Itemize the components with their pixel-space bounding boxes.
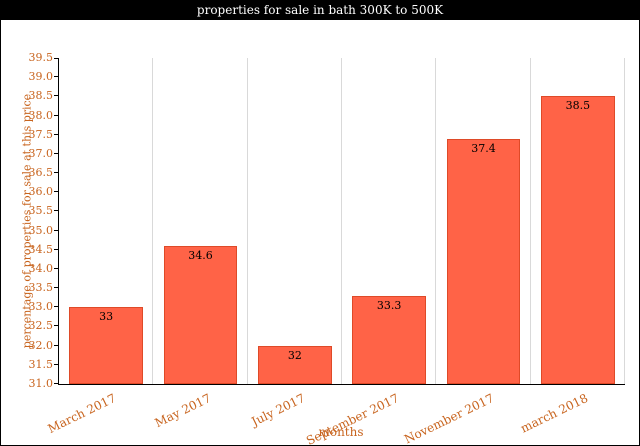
y-tick-mark: [54, 363, 59, 365]
y-tick-mark: [54, 191, 59, 193]
x-axis-label: months: [318, 425, 364, 439]
y-tick-label: 37.5: [28, 127, 54, 141]
y-tick-label: 39.0: [28, 70, 54, 84]
y-tick-mark: [54, 306, 59, 308]
y-tick-mark: [54, 58, 59, 59]
y-tick-label: 34.5: [28, 242, 54, 256]
gridline-vertical: [624, 58, 625, 384]
y-tick-mark: [54, 76, 59, 78]
y-tick-mark: [54, 383, 59, 384]
y-tick-mark: [54, 267, 59, 269]
y-tick-mark: [54, 114, 59, 116]
y-tick-mark: [54, 133, 59, 135]
bar-value-label: 37.4: [471, 141, 496, 155]
gridline-vertical: [435, 58, 437, 384]
bar: [163, 245, 238, 384]
y-tick-label: 38.5: [28, 89, 54, 103]
bar: [258, 345, 332, 384]
y-tick-mark: [54, 95, 59, 97]
y-tick-mark: [54, 229, 59, 231]
chart-title: properties for sale in bath 300K to 500K: [1, 1, 639, 20]
y-tick-mark: [54, 248, 59, 250]
y-tick-label: 38.0: [28, 108, 54, 122]
bar: [69, 307, 143, 384]
y-tick-label: 32.5: [28, 319, 54, 333]
y-tick-label: 32.0: [28, 338, 54, 352]
bar: [541, 96, 615, 384]
y-tick-label: 35.0: [28, 223, 54, 237]
gridline-vertical: [152, 58, 154, 384]
y-tick-mark: [54, 325, 59, 327]
gridline-vertical: [341, 58, 342, 384]
gridline-vertical: [529, 58, 531, 384]
y-tick-label: 33.5: [28, 281, 54, 295]
bar-value-label: 33.3: [376, 298, 402, 312]
y-tick-label: 36.0: [28, 185, 54, 199]
y-tick-label: 37.0: [28, 146, 54, 160]
y-tick-mark: [54, 172, 59, 174]
y-tick-mark: [54, 210, 59, 212]
y-tick-label: 36.5: [28, 166, 54, 180]
bar: [446, 138, 521, 384]
bar-value-label: 32: [287, 348, 302, 362]
bar-value-label: 34.6: [188, 248, 213, 262]
bar-value-label: 38.5: [565, 99, 591, 113]
bar-value-label: 33: [99, 310, 114, 324]
y-tick-mark: [54, 344, 59, 346]
y-tick-label: 34.0: [28, 261, 54, 275]
plot-area: 31.0 31.5 32.0 32.5 33.0 33.5 34.0 34.5 35.0 35.5…: [29, 51, 625, 445]
y-tick-label: 31.5: [28, 357, 54, 371]
y-tick-label: 39.5: [28, 51, 54, 64]
y-tick-label: 35.5: [28, 204, 54, 218]
y-tick-mark: [54, 152, 59, 154]
y-tick-label: 33.0: [28, 300, 54, 314]
gridline-vertical: [246, 58, 248, 384]
y-tick-label: 31.0: [28, 377, 54, 390]
bar: [352, 295, 426, 384]
y-tick-mark: [54, 287, 59, 289]
